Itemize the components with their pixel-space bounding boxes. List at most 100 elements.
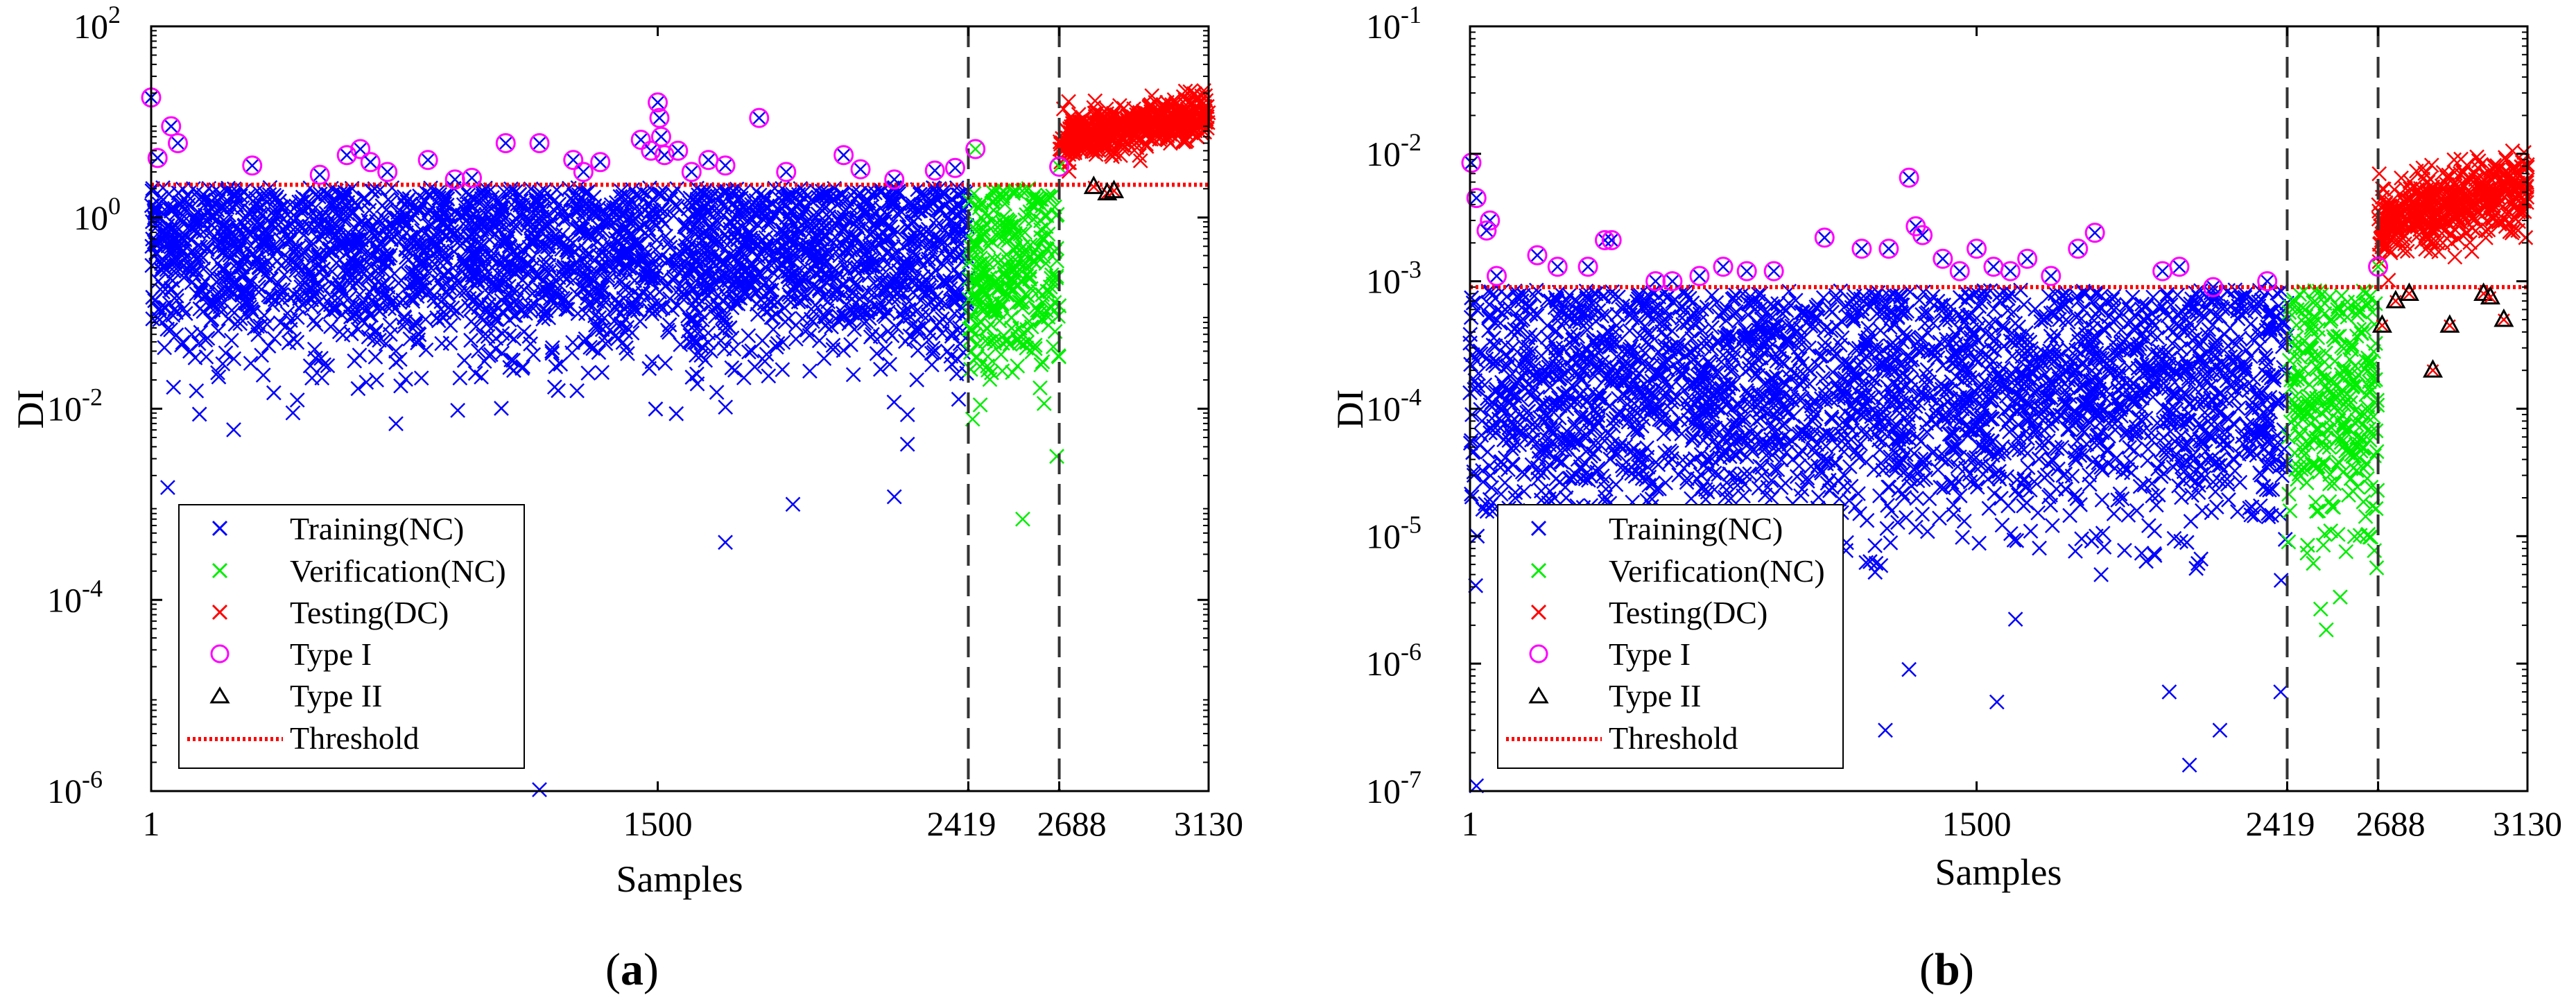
training-point	[1955, 530, 1971, 545]
training-point	[726, 341, 742, 357]
training-point	[886, 394, 902, 410]
training-point	[845, 367, 861, 383]
training-point	[869, 346, 885, 361]
training-point	[616, 279, 632, 295]
training-point	[811, 333, 827, 349]
training-point	[657, 356, 673, 371]
training-point	[1767, 462, 1783, 478]
training-point	[569, 383, 585, 399]
training-point	[1658, 475, 1673, 491]
type-i-point	[833, 145, 854, 166]
panel-a-data-layer	[141, 26, 1216, 797]
type-i-point	[444, 169, 465, 190]
training-point	[309, 317, 324, 332]
training-point	[393, 378, 408, 394]
outlier-point	[532, 782, 547, 797]
type-i-point	[242, 155, 263, 176]
training-point	[388, 354, 404, 370]
training-point	[684, 370, 700, 385]
verification-point	[972, 397, 988, 413]
outlier-point	[1015, 511, 1030, 527]
type-i-point	[698, 150, 719, 171]
legend-label-testing: Testing(DC)	[290, 595, 449, 630]
training-point	[775, 362, 790, 377]
training-point	[350, 381, 366, 397]
training-point	[668, 406, 684, 422]
training-point	[736, 370, 752, 385]
training-point	[1485, 337, 1501, 353]
training-point	[946, 261, 962, 277]
training-point	[664, 302, 680, 318]
training-point	[899, 407, 915, 423]
training-point	[2096, 539, 2112, 555]
training-point	[166, 379, 182, 395]
panel-a-x-axis-label: Samples	[616, 858, 743, 900]
y-tick-label: 102	[74, 1, 121, 46]
training-point	[255, 367, 271, 383]
training-point	[266, 385, 282, 401]
y-tick-label: 100	[74, 192, 121, 237]
outlier-point	[785, 496, 801, 512]
training-point	[578, 331, 594, 347]
training-point	[2125, 289, 2141, 305]
training-point	[2009, 532, 2025, 548]
type-i-point	[850, 159, 871, 180]
type-i-point	[417, 150, 438, 171]
training-point	[450, 402, 466, 418]
training-point	[802, 363, 818, 379]
training-point	[1950, 458, 1966, 474]
x-tick-label: 3130	[1174, 804, 1243, 843]
training-point	[358, 374, 374, 390]
training-point	[263, 271, 279, 287]
type-i-point	[590, 152, 611, 173]
training-point	[526, 347, 542, 363]
training-point	[909, 372, 925, 388]
training-point	[877, 340, 893, 356]
type-i-point	[573, 162, 594, 182]
training-point	[594, 365, 610, 381]
training-point	[718, 399, 734, 415]
training-point	[763, 282, 779, 298]
training-point	[261, 338, 277, 354]
type-i-point	[924, 160, 945, 181]
legend-label-training: Training(NC)	[290, 511, 464, 546]
testing-point	[1061, 94, 1076, 110]
training-point	[302, 358, 318, 374]
legend-label-type-ii: Type II	[290, 678, 382, 713]
verification-point	[1028, 340, 1043, 356]
training-point	[951, 392, 967, 407]
x-tick-label: 1	[143, 804, 160, 843]
training-point	[2141, 518, 2156, 534]
training-point	[347, 353, 363, 369]
training-point	[1932, 510, 1947, 526]
training-point	[452, 370, 468, 386]
panel-a-y-axis-label: DI	[10, 390, 51, 429]
training-point	[398, 372, 413, 387]
training-point	[2174, 489, 2189, 505]
training-point	[899, 436, 915, 452]
training-point	[456, 352, 472, 368]
training-point	[467, 365, 483, 381]
training-point	[761, 368, 777, 384]
training-point	[940, 343, 956, 359]
training-point	[285, 405, 301, 421]
training-point	[191, 406, 207, 422]
training-point	[463, 332, 478, 348]
training-point	[2106, 506, 2122, 521]
testing-point	[1144, 88, 1160, 104]
verification-point	[1049, 449, 1064, 465]
type-i-point	[715, 155, 736, 176]
training-point	[709, 385, 725, 400]
type-i-point	[563, 150, 584, 171]
training-point	[2119, 297, 2134, 313]
training-point	[1738, 383, 1754, 399]
verification-point	[1003, 309, 1019, 325]
training-point	[2134, 546, 2150, 561]
training-point	[843, 337, 858, 352]
training-point	[223, 332, 239, 348]
training-point	[766, 322, 781, 338]
type-i-point	[168, 132, 189, 153]
type-i-point	[495, 132, 516, 153]
type-ii-point	[1083, 175, 1104, 194]
